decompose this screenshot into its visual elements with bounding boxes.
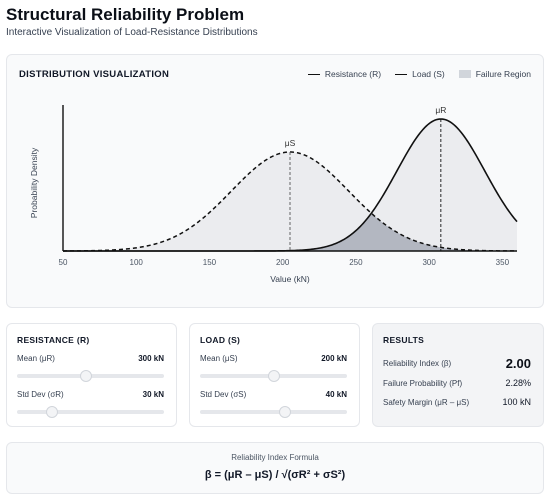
legend-resistance-label: Resistance (R) xyxy=(324,69,382,79)
resistance-title: RESISTANCE (R) xyxy=(17,335,90,345)
resistance-mean-row: Mean (μR) 300 kN xyxy=(17,354,164,363)
load-mean-thumb[interactable] xyxy=(267,370,280,382)
pf-label: Failure Probability (Pf) xyxy=(383,378,463,388)
failure-region xyxy=(63,213,517,251)
x-tick-label: 350 xyxy=(496,258,510,267)
load-std-label: Std Dev (σS) xyxy=(200,390,247,399)
pf-row: Failure Probability (Pf) 2.28% xyxy=(383,378,531,388)
resistance-card: RESISTANCE (R) Mean (μR) 300 kN Std Dev … xyxy=(6,323,177,427)
load-mean-label: Mean (μS) xyxy=(200,354,238,363)
pf-value: 2.28% xyxy=(505,378,531,388)
x-tick-label: 300 xyxy=(422,258,436,267)
legend-failure-label: Failure Region xyxy=(475,69,531,79)
resistance-mean-thumb[interactable] xyxy=(80,370,93,382)
legend-solid-swatch xyxy=(307,73,320,75)
formula-label: Reliability Index Formula xyxy=(231,453,319,462)
margin-label: Safety Margin (μR – μS) xyxy=(383,397,470,407)
x-tick-label: 150 xyxy=(203,258,217,267)
load-std-thumb[interactable] xyxy=(279,406,292,418)
resistance-std-label: Std Dev (σR) xyxy=(17,390,64,399)
legend-resistance: Resistance (R) xyxy=(307,69,382,79)
legend-load: Load (S) xyxy=(395,69,445,79)
x-axis-label: Value (kN) xyxy=(270,274,310,284)
resistance-std-row: Std Dev (σR) 30 kN xyxy=(17,390,164,399)
load-area xyxy=(63,152,517,251)
visualization-title: DISTRIBUTION VISUALIZATION xyxy=(19,69,170,80)
chart-legend: Resistance (R) Load (S) Failure Region xyxy=(307,69,531,79)
load-title: LOAD (S) xyxy=(200,335,241,345)
x-tick-label: 50 xyxy=(59,258,68,267)
legend-failure: Failure Region xyxy=(458,69,531,79)
legend-line-swatch xyxy=(395,73,408,75)
load-mean-slider[interactable] xyxy=(200,370,347,382)
load-std-slider[interactable] xyxy=(200,406,347,418)
page-title: Structural Reliability Problem xyxy=(6,5,245,24)
page-subtitle: Interactive Visualization of Load-Resist… xyxy=(6,27,258,38)
resistance-std-thumb[interactable] xyxy=(46,406,59,418)
distribution-chart: μS μR 50 100 150 200 250 300 350 Value (kN) Probab… xyxy=(29,105,518,284)
legend-region-swatch xyxy=(458,70,471,78)
load-mean-row: Mean (μS) 200 kN xyxy=(200,354,347,363)
beta-row: Reliability Index (β) 2.00 xyxy=(383,356,531,371)
resistance-curve xyxy=(63,118,518,252)
load-mean-value: 200 kN xyxy=(321,354,347,363)
resistance-std-slider[interactable] xyxy=(17,406,164,418)
load-card: LOAD (S) Mean (μS) 200 kN Std Dev (σS) 4… xyxy=(189,323,360,427)
margin-row: Safety Margin (μR – μS) 100 kN xyxy=(383,397,531,407)
beta-value: 2.00 xyxy=(505,356,531,371)
load-std-row: Std Dev (σS) 40 kN xyxy=(200,390,347,399)
results-title: RESULTS xyxy=(383,335,425,345)
formula-panel: Reliability Index Formula β = (μR – μS) … xyxy=(6,442,544,494)
results-card: RESULTS Reliability Index (β) 2.00 Failu… xyxy=(372,323,544,427)
beta-label: Reliability Index (β) xyxy=(383,359,452,368)
y-axis-label: Probability Density xyxy=(29,147,39,218)
load-mean-label: μS xyxy=(285,138,296,148)
x-tick-label: 100 xyxy=(130,258,144,267)
formula-text: β = (μR – μS) / √(σR² + σS²) xyxy=(204,469,346,481)
visualization-panel: μS μR 50 100 150 200 250 300 350 Value (kN) Probab… xyxy=(6,54,544,308)
legend-load-label: Load (S) xyxy=(412,69,445,79)
x-tick-label: 250 xyxy=(349,258,363,267)
resistance-mean-slider[interactable] xyxy=(17,370,164,382)
x-tick-label: 200 xyxy=(276,258,290,267)
load-std-value: 40 kN xyxy=(325,390,347,399)
resistance-area xyxy=(63,119,517,251)
margin-value: 100 kN xyxy=(502,397,531,407)
resistance-mean-label: μR xyxy=(435,105,446,115)
resistance-std-value: 30 kN xyxy=(142,390,164,399)
resistance-mean-value: 300 kN xyxy=(138,354,164,363)
resistance-mean-label: Mean (μR) xyxy=(17,354,55,363)
